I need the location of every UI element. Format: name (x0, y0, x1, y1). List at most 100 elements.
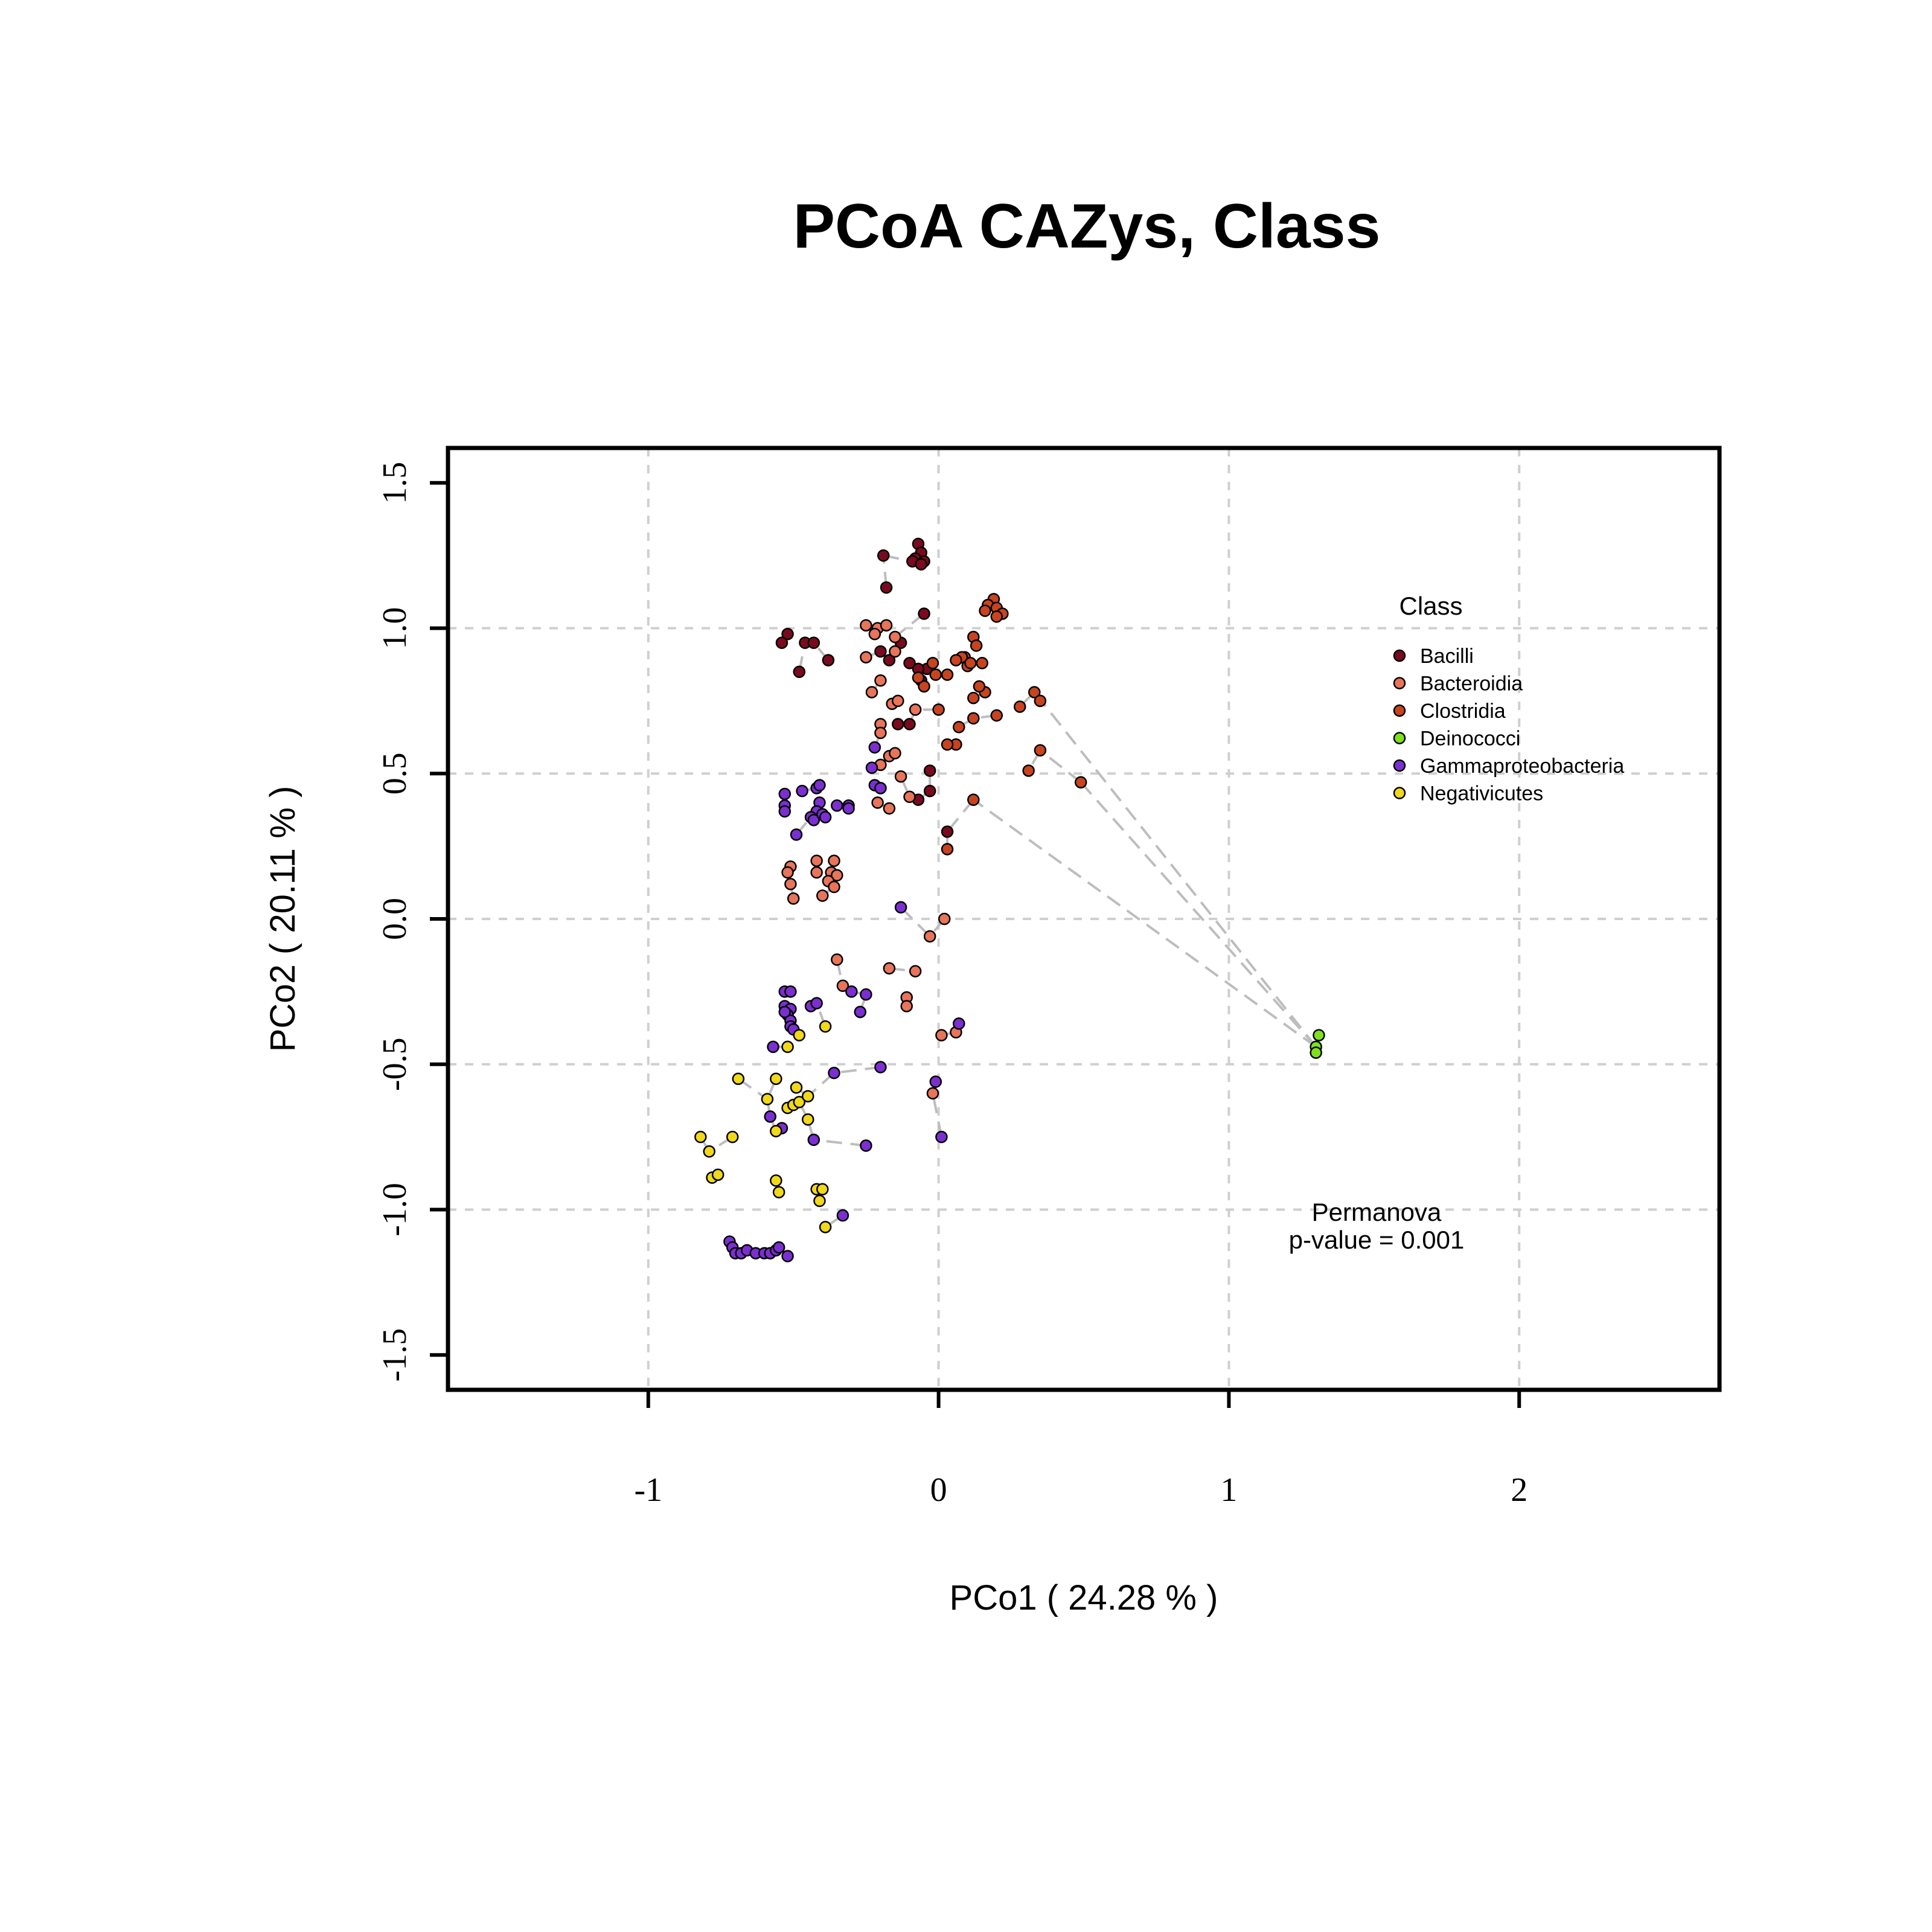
point-gammaproteobacteria-13 (807, 814, 820, 827)
point-bacilli-27 (941, 825, 954, 838)
point-bacteroidia-0 (860, 619, 872, 632)
point-clostridia-28 (932, 703, 945, 716)
point-bacteroidia-10 (892, 694, 904, 708)
point-bacteroidia-13 (874, 726, 887, 740)
point-gammaproteobacteria-7 (796, 784, 808, 798)
point-bacilli-12 (807, 636, 820, 649)
point-gammaproteobacteria-15 (819, 811, 832, 824)
p-value-label: p-value = 0.001 (1289, 1226, 1465, 1254)
legend-marker-bacilli (1393, 649, 1406, 662)
point-clostridia-13 (964, 657, 977, 670)
point-bacteroidia-34 (938, 912, 951, 926)
y-tick-label-4: 0.5 (376, 752, 414, 795)
point-negativicutes-15 (801, 1090, 814, 1102)
legend-marker-gammaproteobacteria (1393, 759, 1406, 772)
connector-132 (900, 906, 931, 938)
point-gammaproteobacteria-29 (778, 1005, 792, 1019)
point-clostridia-31 (1034, 744, 1047, 756)
point-bacteroidia-33 (816, 889, 829, 902)
point-bacilli-8 (918, 607, 930, 620)
point-gammaproteobacteria-4 (778, 787, 792, 801)
point-clostridia-27 (952, 720, 965, 734)
point-negativicutes-19 (819, 1020, 832, 1033)
y-axis: -1.5 -1.0 -0.5 0.0 0.5 1.0 1.5 (376, 462, 448, 1382)
point-clostridia-23 (1034, 694, 1047, 708)
point-negativicutes-16 (801, 1113, 814, 1126)
point-bacteroidia-5 (889, 645, 901, 658)
legend-marker-deinococci (1393, 732, 1406, 744)
point-gammaproteobacteria-22 (784, 985, 797, 998)
point-gammaproteobacteria-55 (772, 1241, 785, 1254)
point-bacilli-22 (903, 718, 916, 731)
long-connector-0 (1080, 781, 1317, 1048)
y-tick-label-3: 0.0 (376, 898, 414, 940)
point-clostridia-30 (941, 738, 954, 751)
point-clostridia-11 (950, 654, 962, 667)
legend-label-deinococci: Deinococci (1420, 728, 1520, 750)
point-negativicutes-21 (816, 1183, 829, 1196)
point-bacteroidia-39 (836, 979, 849, 992)
connector-106 (1039, 749, 1082, 784)
point-bacteroidia-35 (923, 930, 936, 943)
point-bacilli-6 (915, 558, 927, 571)
point-negativicutes-13 (790, 1081, 803, 1094)
grid-lines (448, 448, 1719, 1390)
point-bacilli-5 (877, 549, 890, 562)
legend-label-bacteroidia: Bacteroidia (1420, 673, 1523, 696)
x-tick-label-2: 1 (1220, 1471, 1237, 1509)
point-clostridia-35 (941, 843, 954, 856)
point-clostridia-33 (1074, 776, 1087, 788)
point-bacteroidia-6 (860, 651, 872, 664)
y-tick-label-0: -1.5 (376, 1328, 414, 1382)
point-negativicutes-6 (761, 1093, 774, 1105)
point-bacilli-9 (781, 627, 794, 641)
legend-label-clostridia: Clostridia (1420, 700, 1506, 723)
point-gammaproteobacteria-35 (767, 1040, 779, 1054)
point-bacilli-7 (880, 581, 893, 594)
point-gammaproteobacteria-42 (807, 1133, 820, 1147)
legend-marker-bacteroidia (1393, 677, 1406, 689)
y-tick-label-1: -1.0 (376, 1183, 414, 1236)
point-gammaproteobacteria-9 (813, 779, 826, 792)
point-clostridia-8 (976, 657, 988, 670)
point-gammaproteobacteria-37 (874, 1061, 887, 1073)
point-bacteroidia-42 (935, 1029, 948, 1041)
point-bacteroidia-19 (894, 770, 907, 783)
x-axis-label: PCo1 ( 24.28 % ) (950, 1578, 1218, 1617)
permanova-label: Permanova (1312, 1198, 1442, 1226)
series-gammaproteobacteria (723, 741, 965, 1262)
point-gammaproteobacteria-34 (854, 1005, 867, 1019)
point-bacteroidia-26 (810, 854, 823, 867)
point-bacilli-15 (883, 654, 896, 667)
legend-label-bacilli: Bacilli (1420, 645, 1474, 668)
long-connector-1 (973, 798, 1317, 1048)
point-negativicutes-4 (726, 1130, 739, 1144)
point-bacteroidia-36 (831, 953, 843, 966)
point-bacilli-10 (775, 636, 788, 649)
point-bacteroidia-23 (781, 866, 794, 879)
x-tick-label-0: -1 (634, 1471, 662, 1509)
point-gammaproteobacteria-3 (874, 782, 887, 795)
point-gammaproteobacteria-36 (828, 1066, 840, 1080)
point-clostridia-18 (926, 657, 939, 670)
point-clostridia-19 (967, 691, 980, 705)
point-bacteroidia-8 (865, 686, 878, 699)
permanova-annotation: Permanova p-value = 0.001 (1289, 1198, 1465, 1254)
point-bacilli-26 (923, 784, 936, 798)
point-clostridia-2 (979, 604, 991, 617)
point-negativicutes-5 (732, 1072, 745, 1086)
point-bacteroidia-2 (880, 619, 893, 632)
point-bacilli-13 (822, 654, 835, 667)
chart-title: PCoA CAZys, Class (793, 191, 1381, 261)
point-gammaproteobacteria-56 (781, 1250, 794, 1262)
point-clostridia-17 (912, 671, 925, 684)
series-bacteroidia (781, 619, 962, 1100)
point-gammaproteobacteria-31 (810, 997, 823, 1009)
point-bacilli-20 (903, 657, 916, 670)
x-axis: -1 0 1 2 (634, 1390, 1527, 1509)
connector-8 (894, 612, 925, 638)
point-negativicutes-18 (793, 1029, 806, 1041)
series-clostridia (912, 593, 1087, 856)
point-gammaproteobacteria-17 (842, 802, 855, 815)
